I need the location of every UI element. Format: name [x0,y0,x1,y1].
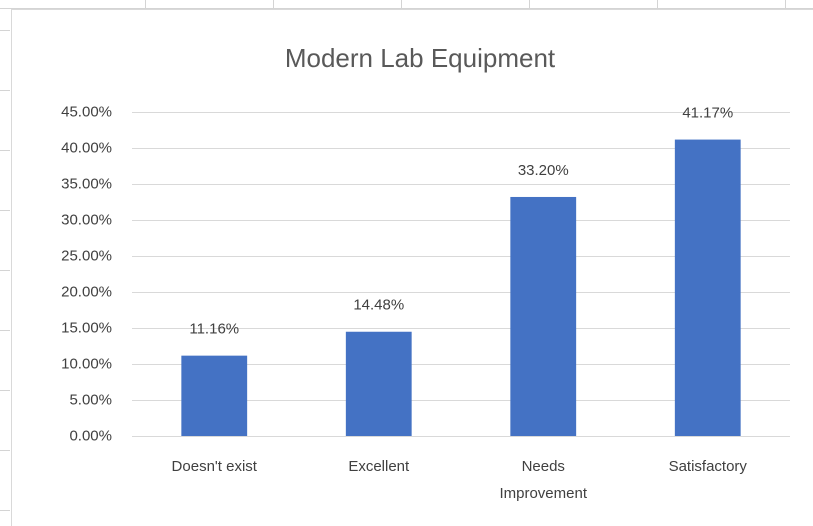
y-tick-label: 40.00% [61,139,112,156]
data-label: 41.17% [682,105,733,122]
x-tick-label: Needs Improvement [499,458,588,502]
x-tick-label: Excellent [348,458,410,475]
bar [345,331,412,436]
y-tick-label: 35.00% [61,175,112,192]
x-tick-label: Doesn't exist [171,458,257,475]
data-label: 14.48% [353,297,404,314]
data-label: 11.16% [189,321,239,338]
x-tick-label: Satisfactory [668,458,747,475]
data-label: 33.20% [518,162,569,179]
bar [510,196,577,436]
y-tick-label: 20.00% [61,283,112,300]
bar [674,139,741,437]
y-tick-label: 10.00% [61,355,112,372]
chart-title: Modern Lab Equipment [285,43,556,73]
y-tick-label: 5.00% [69,391,112,408]
sheet-grid [0,0,813,511]
y-tick-label: 0.00% [69,427,112,444]
y-tick-label: 30.00% [61,211,112,228]
y-tick-label: 45.00% [61,103,112,120]
bar [181,355,248,436]
y-tick-label: 25.00% [61,247,112,264]
y-tick-label: 15.00% [61,319,112,336]
